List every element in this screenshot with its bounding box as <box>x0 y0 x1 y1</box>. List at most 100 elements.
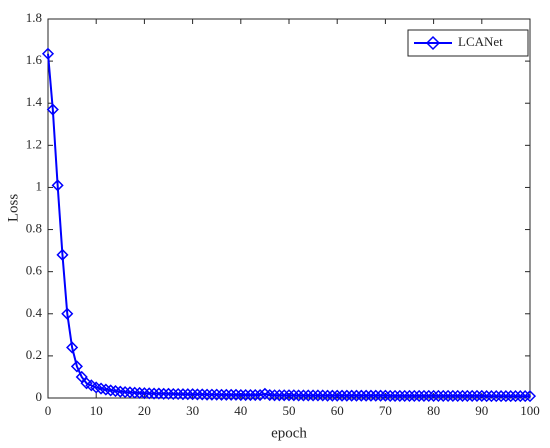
marker <box>200 388 214 401</box>
marker <box>229 388 243 401</box>
marker <box>307 389 320 402</box>
marker <box>340 389 353 402</box>
marker <box>413 389 426 402</box>
marker <box>239 388 252 402</box>
marker <box>278 389 291 402</box>
marker <box>143 387 156 400</box>
marker <box>41 47 55 60</box>
x-tick-label: 90 <box>475 403 488 418</box>
marker <box>263 388 276 402</box>
marker <box>268 389 281 402</box>
marker <box>225 388 238 401</box>
x-axis-title: epoch <box>271 425 307 441</box>
marker <box>181 388 194 401</box>
marker <box>388 389 402 402</box>
marker <box>335 389 349 402</box>
y-tick-label: 0.4 <box>26 305 43 320</box>
marker <box>495 390 508 403</box>
marker <box>523 390 537 403</box>
marker <box>75 370 88 384</box>
marker <box>331 389 344 402</box>
marker <box>374 389 387 402</box>
marker <box>205 388 218 401</box>
marker <box>360 389 373 402</box>
marker <box>196 388 209 401</box>
marker <box>176 388 190 401</box>
marker <box>350 389 363 402</box>
x-tick-label: 60 <box>331 403 344 418</box>
marker <box>234 388 247 402</box>
marker <box>393 389 406 402</box>
marker <box>119 386 132 399</box>
x-tick-label: 0 <box>45 403 52 418</box>
y-tick-label: 0 <box>36 389 43 404</box>
marker <box>138 387 151 400</box>
marker <box>456 389 469 402</box>
marker <box>66 341 79 354</box>
marker <box>220 388 233 401</box>
x-tick-label: 10 <box>90 403 103 418</box>
marker <box>475 389 488 402</box>
marker <box>384 389 397 402</box>
marker <box>46 103 59 116</box>
marker <box>273 389 286 402</box>
marker <box>249 388 262 402</box>
x-tick-label: 30 <box>186 403 199 418</box>
y-tick-label: 1.6 <box>26 52 43 67</box>
marker <box>157 387 170 400</box>
marker <box>441 389 455 402</box>
marker <box>287 389 300 402</box>
marker <box>70 360 83 373</box>
marker <box>470 389 484 402</box>
marker <box>316 389 329 402</box>
marker <box>186 388 199 401</box>
marker <box>147 387 161 400</box>
marker <box>432 389 445 402</box>
marker <box>311 389 324 402</box>
marker <box>480 390 493 403</box>
marker <box>297 389 310 402</box>
marker <box>355 389 368 402</box>
marker <box>292 389 305 402</box>
marker <box>514 390 527 403</box>
marker <box>398 389 411 402</box>
marker <box>215 388 228 401</box>
marker <box>244 388 257 402</box>
legend-marker <box>425 35 441 51</box>
marker <box>422 389 435 402</box>
marker <box>321 389 334 402</box>
marker <box>451 389 464 402</box>
y-tick-label: 0.6 <box>26 263 43 278</box>
marker <box>133 386 146 400</box>
x-tick-label: 80 <box>427 403 440 418</box>
y-tick-label: 1.8 <box>26 10 42 25</box>
marker <box>162 387 175 400</box>
y-tick-label: 1.2 <box>26 136 42 151</box>
marker <box>109 384 122 398</box>
marker <box>282 389 296 402</box>
plot-frame <box>47 18 531 399</box>
marker <box>104 384 117 397</box>
x-tick-label: 20 <box>138 403 151 418</box>
marker <box>408 389 421 402</box>
marker <box>210 388 223 401</box>
marker <box>509 390 522 403</box>
x-tick-label: 100 <box>520 403 540 418</box>
marker <box>172 387 185 401</box>
x-tick-label: 50 <box>283 403 296 418</box>
legend-label: LCANet <box>458 34 503 49</box>
marker <box>417 389 431 402</box>
marker <box>466 389 479 402</box>
marker <box>427 389 440 402</box>
y-tick-label: 1 <box>36 178 43 193</box>
x-tick-label: 40 <box>234 403 247 418</box>
marker <box>379 389 392 402</box>
marker <box>519 390 532 403</box>
marker <box>167 387 180 401</box>
marker <box>152 387 165 400</box>
marker <box>499 390 512 403</box>
y-tick-label: 1.4 <box>26 94 43 109</box>
marker <box>490 390 503 403</box>
marker <box>326 389 339 402</box>
